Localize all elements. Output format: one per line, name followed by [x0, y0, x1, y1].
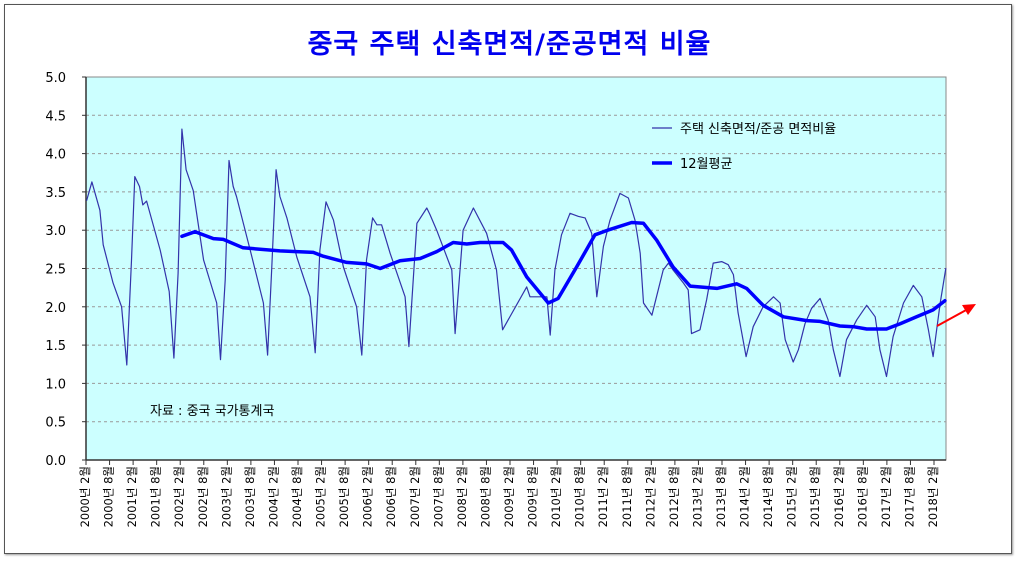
- y-tick-label: 0.0: [45, 454, 66, 469]
- x-tick-label: 2002년 8월: [196, 466, 210, 527]
- x-tick-label: 2015년 8월: [808, 466, 822, 527]
- x-tick-label: 2008년 2월: [455, 466, 469, 527]
- x-tick-label: 2003년 8월: [243, 466, 257, 527]
- x-tick-label: 2017년 8월: [902, 466, 916, 527]
- y-tick-label: 3.5: [45, 186, 66, 201]
- x-tick-label: 2000년 2월: [78, 466, 92, 527]
- y-tick-label: 2.0: [45, 301, 66, 316]
- chart-frame: [4, 4, 1012, 554]
- x-tick-label: 2008년 8월: [478, 466, 492, 527]
- x-tick-label: 2014년 8월: [761, 466, 775, 527]
- legend-label-ratio: 주택 신축면적/준공 면적비율: [680, 122, 836, 137]
- legend-label-avg: 12월평균: [680, 157, 732, 172]
- x-tick-label: 2002년 2월: [172, 466, 186, 527]
- x-tick-label: 2009년 8월: [526, 466, 540, 527]
- x-tick-label: 2001년 2월: [125, 466, 139, 527]
- x-tick-label: 2014년 2월: [738, 466, 752, 527]
- chart-title: 중국 주택 신축면적/준공면적 비율: [307, 29, 712, 60]
- source-annotation: 자료 : 중국 국가통계국: [150, 404, 274, 419]
- x-tick-label: 2018년 2월: [926, 466, 940, 527]
- y-tick-label: 1.5: [45, 339, 66, 354]
- x-tick-label: 2010년 2월: [549, 466, 563, 527]
- x-tick-label: 2016년 8월: [855, 466, 869, 527]
- x-tick-label: 2011년 8월: [620, 466, 634, 527]
- x-tick-label: 2012년 2월: [643, 466, 657, 527]
- x-tick-label: 2006년 2월: [361, 466, 375, 527]
- x-tick-label: 2010년 8월: [573, 466, 587, 527]
- x-tick-label: 2015년 2월: [785, 466, 799, 527]
- y-tick-label: 2.5: [45, 263, 66, 278]
- x-tick-label: 2004년 2월: [266, 466, 280, 527]
- red-arrow-icon: [936, 304, 976, 327]
- x-tick-label: 2011년 2월: [596, 466, 610, 527]
- x-tick-label: 2003년 2월: [219, 466, 233, 527]
- x-tick-label: 2000년 8월: [102, 466, 116, 527]
- y-tick-label: 4.0: [45, 148, 66, 163]
- x-tick-label: 2001년 8월: [149, 466, 163, 527]
- x-tick-label: 2007년 2월: [408, 466, 422, 527]
- series-line-ratio: [86, 128, 947, 378]
- x-tick-label: 2004년 8월: [290, 466, 304, 527]
- x-tick-label: 2012년 8월: [667, 466, 681, 527]
- x-tick-label: 2005년 2월: [314, 466, 328, 527]
- x-tick-label: 2005년 8월: [337, 466, 351, 527]
- series-line-12m-avg: [180, 220, 947, 331]
- x-tick-label: 2017년 2월: [879, 466, 893, 527]
- x-tick-label: 2013년 8월: [714, 466, 728, 527]
- y-tick-label: 3.0: [45, 224, 66, 239]
- legend: 주택 신축면적/준공 면적비율 12월평균: [652, 122, 836, 172]
- x-tick-label: 2016년 2월: [832, 466, 846, 527]
- x-tick-label: 2009년 2월: [502, 466, 516, 527]
- y-tick-label: 1.0: [45, 377, 66, 392]
- x-tick-label: 2006년 8월: [384, 466, 398, 527]
- y-tick-label: 0.5: [45, 416, 66, 431]
- y-tick-label: 5.0: [45, 71, 66, 86]
- y-tick-label: 4.5: [45, 109, 66, 124]
- x-tick-label: 2013년 2월: [690, 466, 704, 527]
- x-tick-label: 2007년 8월: [431, 466, 445, 527]
